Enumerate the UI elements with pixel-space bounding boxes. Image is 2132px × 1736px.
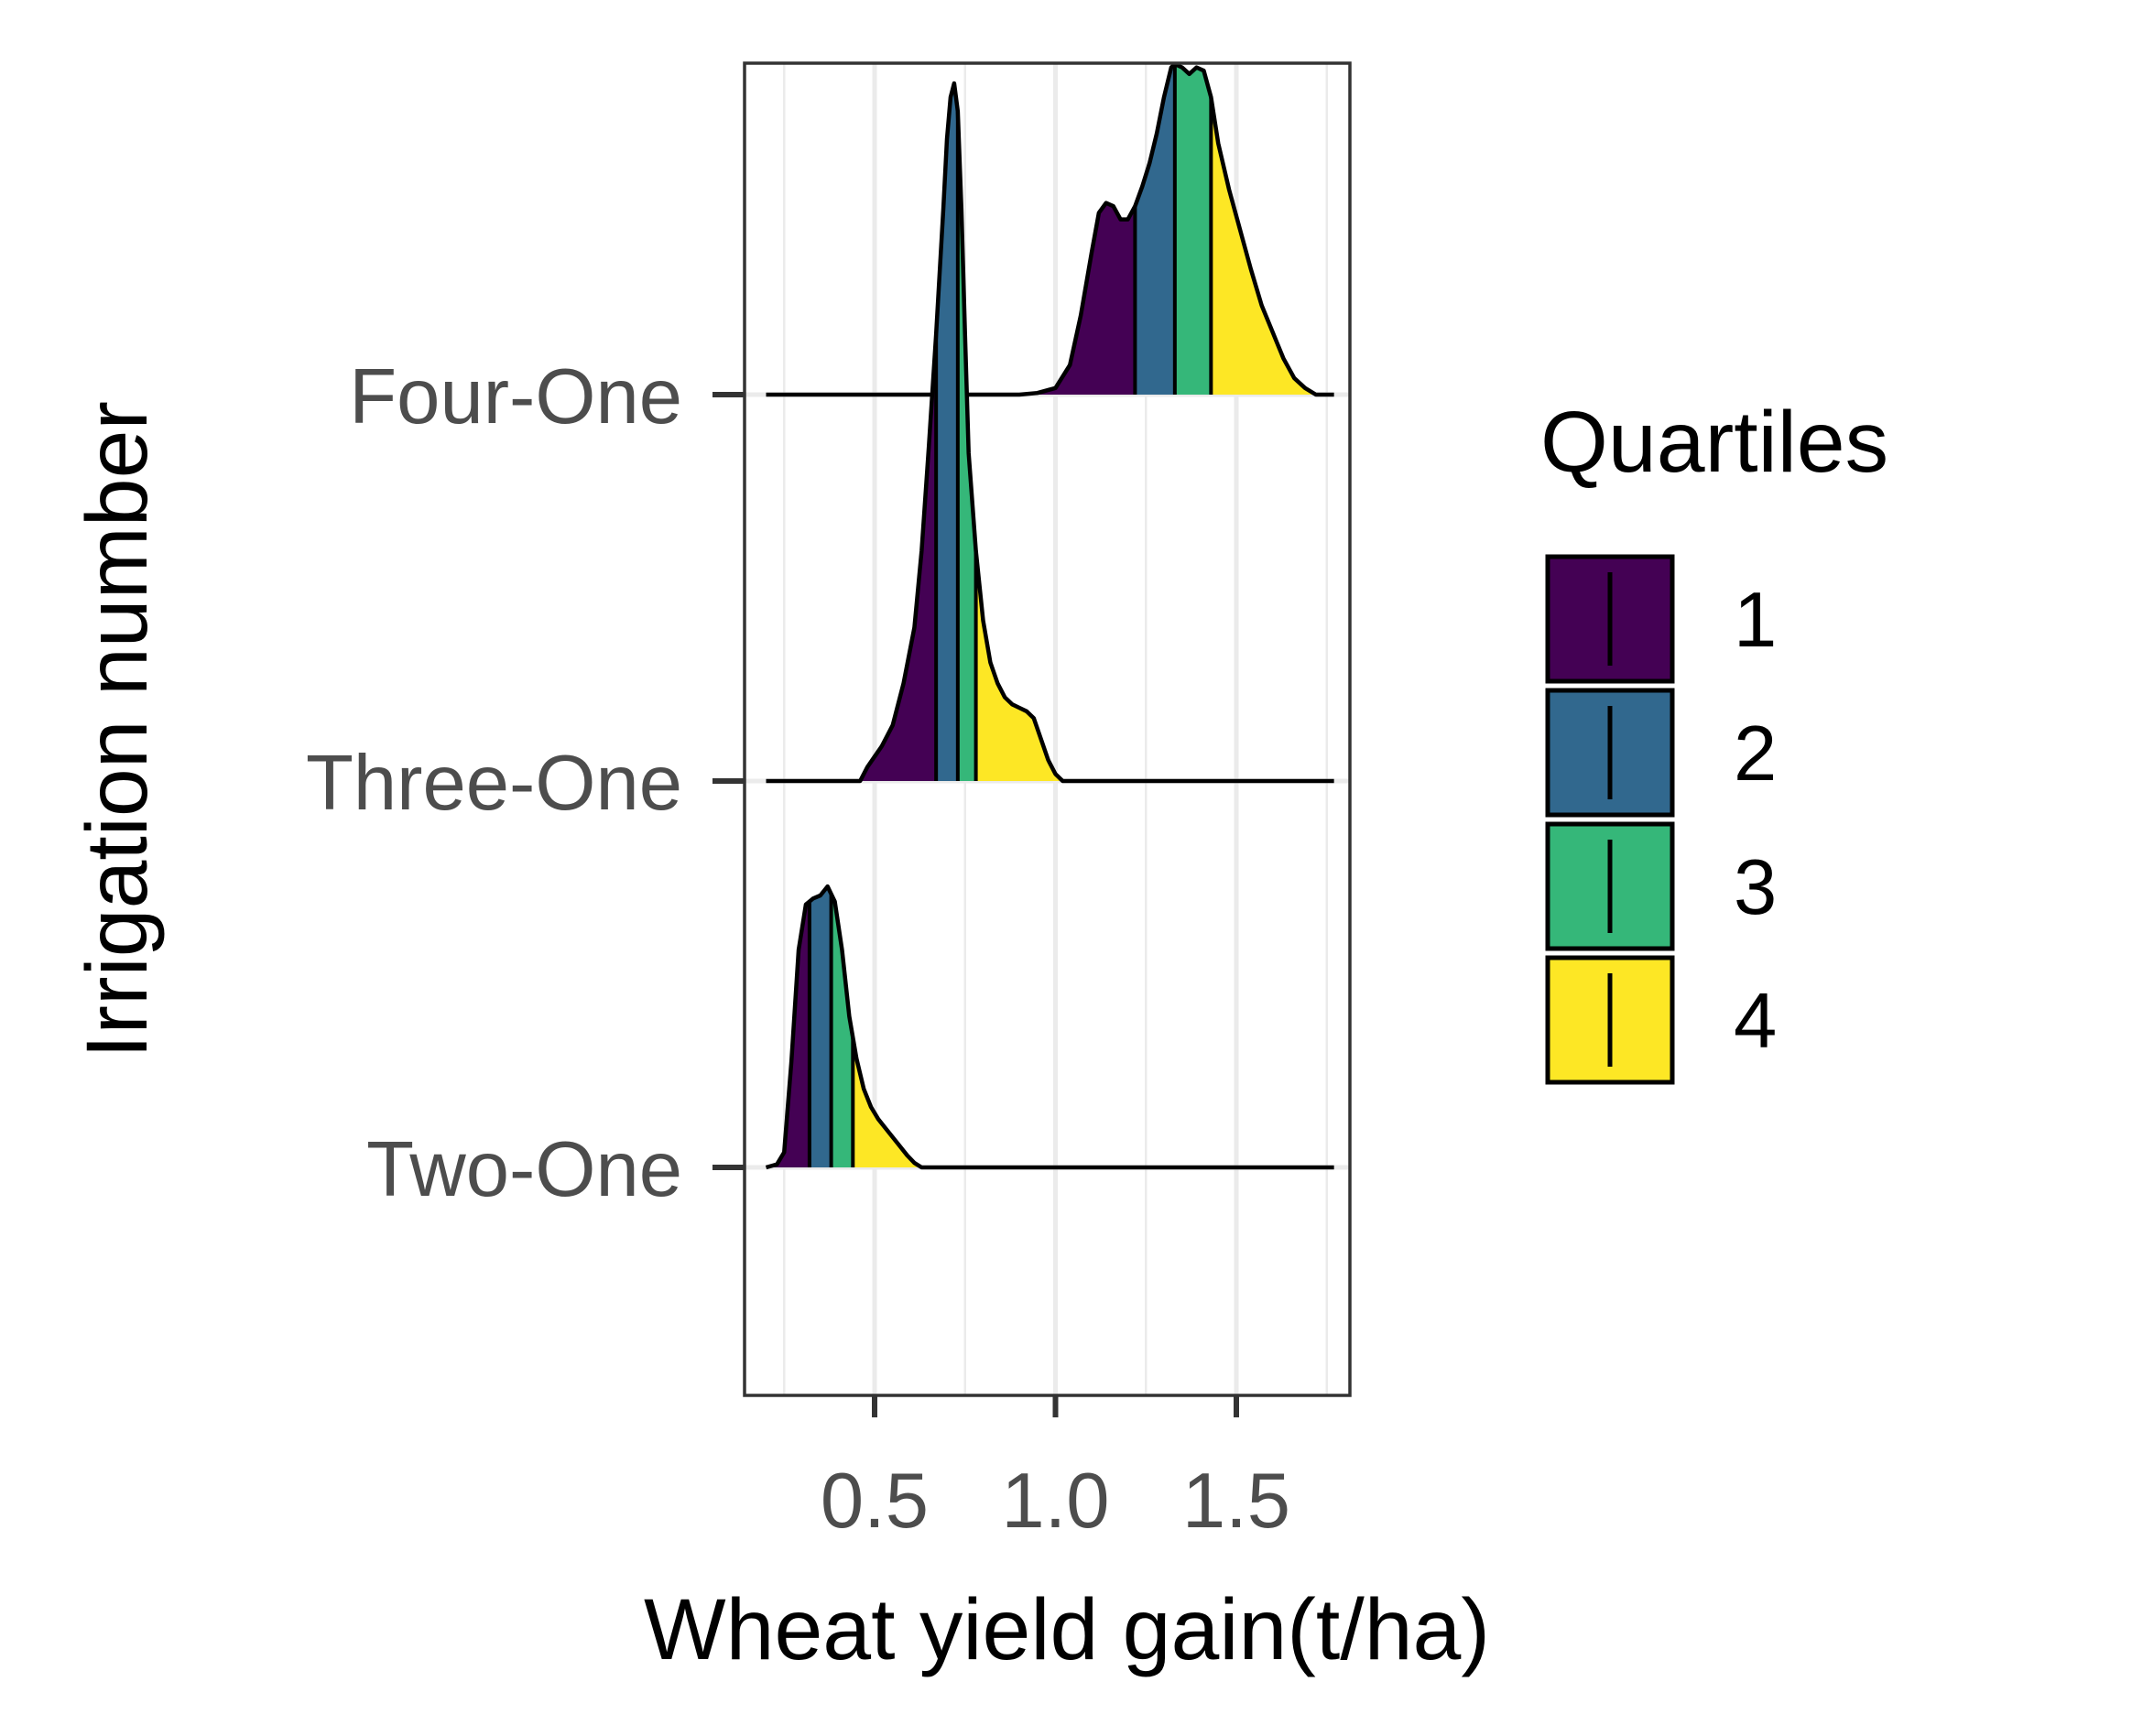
plot-panel-border bbox=[743, 61, 1352, 1397]
quartile-4-area bbox=[853, 1037, 1334, 1167]
x-axis: 0.5 1.0 1.5 bbox=[821, 1395, 1290, 1545]
legend-item-3: 3 bbox=[1545, 821, 1777, 951]
quartile-3-area bbox=[1174, 64, 1212, 395]
legend-item-2: 2 bbox=[1545, 688, 1777, 818]
y-axis-title: Irrigation number bbox=[69, 401, 166, 1058]
density-outline bbox=[766, 81, 1334, 784]
legend-item-1: 1 bbox=[1545, 554, 1777, 684]
x-tick-label: 0.5 bbox=[821, 1458, 929, 1545]
legend-label: 3 bbox=[1734, 844, 1777, 931]
ridge-three-one bbox=[766, 81, 1334, 784]
ridges bbox=[765, 61, 1334, 1170]
x-axis-title: Wheat yield gain(t/ha) bbox=[644, 1581, 1490, 1678]
density-outline bbox=[765, 884, 1334, 1170]
density-outline bbox=[766, 61, 1334, 397]
legend-label: 4 bbox=[1734, 978, 1777, 1065]
y-tick-label: Two-One bbox=[366, 1126, 682, 1213]
quartile-3-area bbox=[831, 894, 854, 1167]
y-tick-label: Three-One bbox=[306, 740, 682, 827]
legend-title: Quartiles bbox=[1540, 394, 1888, 491]
y-axis: Two-One Three-One Four-One bbox=[306, 353, 745, 1213]
quartile-2-area bbox=[809, 886, 832, 1167]
quartile-4-area bbox=[1211, 97, 1334, 395]
ridge-four-one bbox=[766, 61, 1334, 397]
ridge-two-one bbox=[765, 884, 1334, 1170]
quartile-1-area bbox=[766, 334, 937, 781]
legend-item-4: 4 bbox=[1545, 955, 1777, 1085]
quartile-2-area bbox=[1135, 64, 1175, 395]
y-tick-label: Four-One bbox=[349, 353, 682, 440]
quartile-4-area bbox=[975, 550, 1334, 781]
x-tick-label: 1.0 bbox=[1001, 1458, 1109, 1545]
x-tick-label: 1.5 bbox=[1182, 1458, 1290, 1545]
legend-label: 1 bbox=[1734, 577, 1777, 664]
legend-label: 2 bbox=[1734, 711, 1777, 797]
legend: Quartiles 1 2 3 4 bbox=[1540, 394, 1888, 1085]
